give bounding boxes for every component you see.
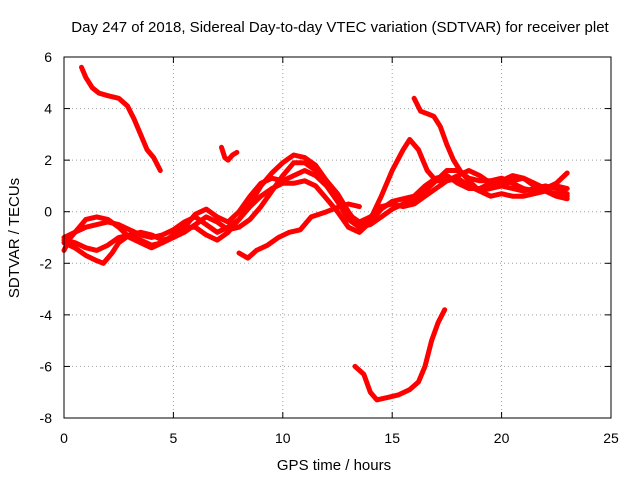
x-tick-label: 15 <box>384 430 400 446</box>
y-axis: -8 -6 -4 -2 0 2 4 6 <box>40 49 611 426</box>
y-tick-label: -8 <box>40 410 53 426</box>
series-arc-4 <box>352 307 448 403</box>
x-tick-label: 25 <box>603 430 619 446</box>
x-tick-label: 0 <box>60 430 68 446</box>
y-axis-label: SDTVAR / TECUs <box>6 178 23 298</box>
x-tick-label: 10 <box>275 430 291 446</box>
y-tick-label: 2 <box>44 152 52 168</box>
series-group <box>61 64 570 403</box>
x-tick-label: 5 <box>170 430 178 446</box>
y-tick-label: 0 <box>44 204 52 220</box>
y-tick-label: 4 <box>44 101 52 117</box>
series-arc-9 <box>411 95 570 202</box>
plot-frame <box>63 56 612 419</box>
chart-title: Day 247 of 2018, Sidereal Day-to-day VTE… <box>71 19 609 36</box>
x-axis: 0 5 10 15 20 25 <box>60 57 619 446</box>
y-tick-label: -4 <box>40 307 53 323</box>
y-tick-label: 6 <box>44 49 52 65</box>
series-arc-1 <box>79 64 163 173</box>
series-arc-5 <box>61 173 570 240</box>
x-tick-label: 20 <box>494 430 510 446</box>
y-tick-label: -2 <box>40 255 53 271</box>
series-arc-8 <box>61 137 570 253</box>
y-tick-label: -6 <box>40 358 53 374</box>
series-arc-2 <box>219 144 240 163</box>
x-axis-label: GPS time / hours <box>277 457 391 474</box>
